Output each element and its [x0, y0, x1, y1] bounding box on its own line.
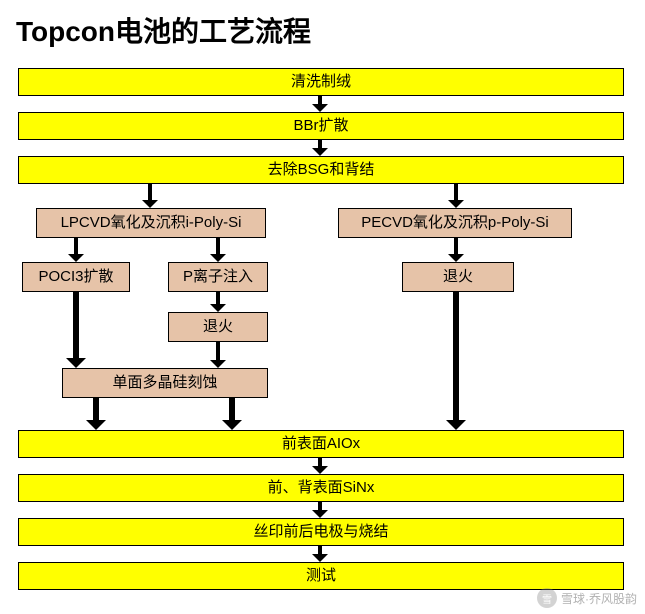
watermark-logo-icon: 雪 [537, 588, 557, 608]
watermark: 雪 雪球·乔风股韵 [537, 588, 637, 608]
diagram-title: Topcon电池的工艺流程 [0, 0, 645, 50]
node-n6: POCI3扩散 [22, 262, 130, 292]
node-n12: 前、背表面SiNx [18, 474, 624, 502]
flowchart-canvas: 清洗制绒 BBr扩散去除BSG和背结 LPCVD氧化及沉积i-Poly-Si PECV… [0, 50, 645, 610]
node-n8: 退火 [402, 262, 514, 292]
node-n10: 单面多晶硅刻蚀 [62, 368, 268, 398]
node-n11: 前表面AIOx [18, 430, 624, 458]
node-n3: 去除BSG和背结 [18, 156, 624, 184]
node-n1: 清洗制绒 [18, 68, 624, 96]
node-n5: PECVD氧化及沉积p-Poly-Si [338, 208, 572, 238]
node-n13: 丝印前后电极与烧结 [18, 518, 624, 546]
node-n14: 测试 [18, 562, 624, 590]
node-n2: BBr扩散 [18, 112, 624, 140]
node-n4: LPCVD氧化及沉积i-Poly-Si [36, 208, 266, 238]
node-n9: 退火 [168, 312, 268, 342]
watermark-text: 雪球·乔风股韵 [561, 590, 637, 607]
node-n7: P离子注入 [168, 262, 268, 292]
